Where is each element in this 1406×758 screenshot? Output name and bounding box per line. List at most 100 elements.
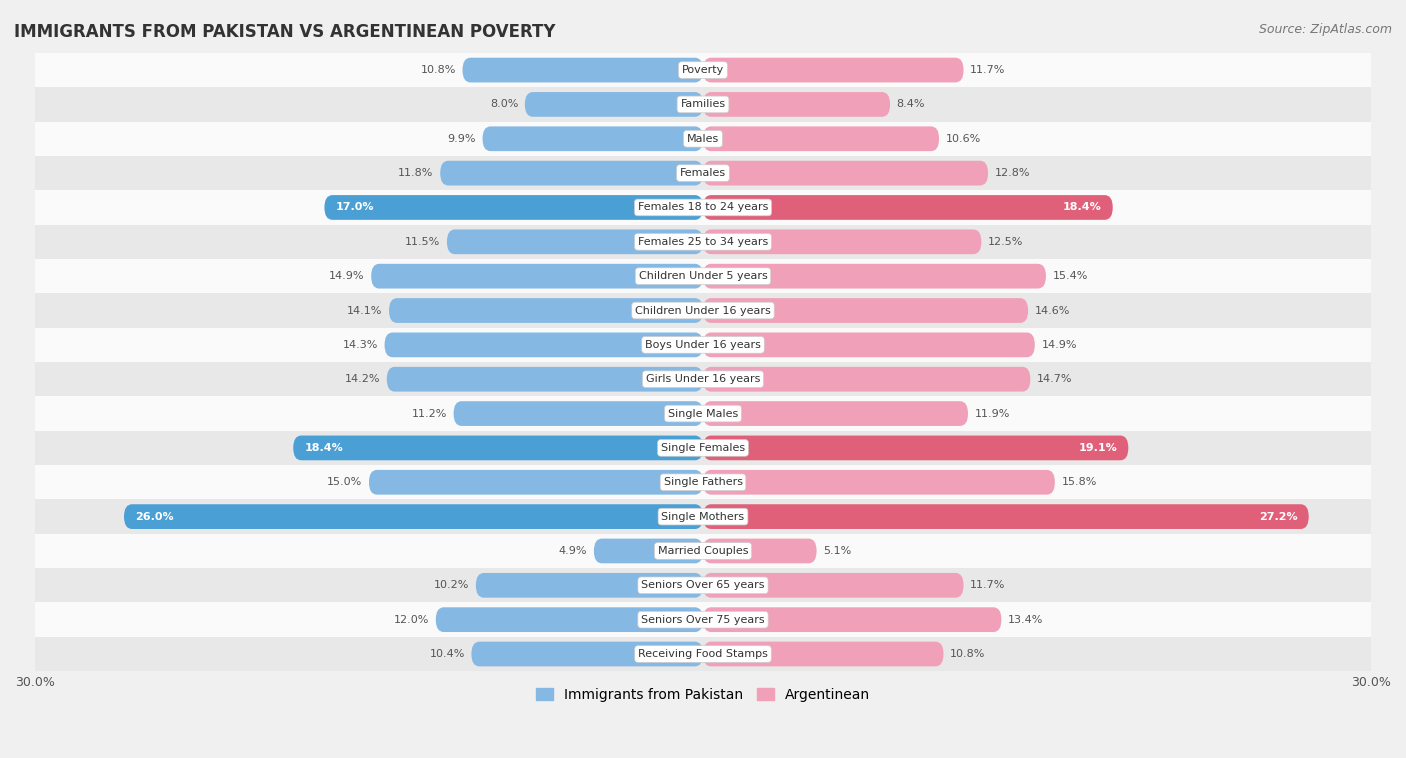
FancyBboxPatch shape (703, 298, 1028, 323)
Text: 14.2%: 14.2% (344, 374, 380, 384)
Bar (35, 190, 1371, 224)
FancyBboxPatch shape (436, 607, 703, 632)
FancyBboxPatch shape (703, 161, 988, 186)
Text: Boys Under 16 years: Boys Under 16 years (645, 340, 761, 350)
Text: 10.6%: 10.6% (946, 133, 981, 144)
FancyBboxPatch shape (294, 436, 703, 460)
FancyBboxPatch shape (389, 298, 703, 323)
FancyBboxPatch shape (703, 58, 963, 83)
Text: Females 25 to 34 years: Females 25 to 34 years (638, 236, 768, 247)
FancyBboxPatch shape (482, 127, 703, 151)
Bar (35, 293, 1371, 327)
Text: 11.7%: 11.7% (970, 65, 1005, 75)
Text: 8.4%: 8.4% (897, 99, 925, 109)
Text: 15.8%: 15.8% (1062, 478, 1097, 487)
Bar (35, 500, 1371, 534)
Text: 11.2%: 11.2% (412, 409, 447, 418)
Text: Married Couples: Married Couples (658, 546, 748, 556)
Text: 8.0%: 8.0% (489, 99, 519, 109)
Text: Seniors Over 75 years: Seniors Over 75 years (641, 615, 765, 625)
Text: 11.8%: 11.8% (398, 168, 433, 178)
Text: 15.0%: 15.0% (328, 478, 363, 487)
Text: 27.2%: 27.2% (1258, 512, 1298, 522)
FancyBboxPatch shape (524, 92, 703, 117)
FancyBboxPatch shape (703, 642, 943, 666)
Text: 18.4%: 18.4% (304, 443, 343, 453)
Text: Single Mothers: Single Mothers (661, 512, 745, 522)
Bar (35, 534, 1371, 568)
Text: Single Males: Single Males (668, 409, 738, 418)
Text: 14.3%: 14.3% (343, 340, 378, 350)
Text: 26.0%: 26.0% (135, 512, 174, 522)
Text: Males: Males (688, 133, 718, 144)
Bar (35, 224, 1371, 259)
FancyBboxPatch shape (593, 539, 703, 563)
Bar (35, 53, 1371, 87)
FancyBboxPatch shape (387, 367, 703, 392)
FancyBboxPatch shape (385, 333, 703, 357)
FancyBboxPatch shape (447, 230, 703, 254)
Text: 14.6%: 14.6% (1035, 305, 1070, 315)
FancyBboxPatch shape (475, 573, 703, 597)
FancyBboxPatch shape (703, 573, 963, 597)
Bar (35, 568, 1371, 603)
Text: 11.7%: 11.7% (970, 581, 1005, 590)
FancyBboxPatch shape (703, 504, 1309, 529)
Text: 10.8%: 10.8% (950, 649, 986, 659)
Text: Girls Under 16 years: Girls Under 16 years (645, 374, 761, 384)
Text: 14.7%: 14.7% (1038, 374, 1073, 384)
FancyBboxPatch shape (471, 642, 703, 666)
Text: 10.2%: 10.2% (434, 581, 470, 590)
FancyBboxPatch shape (371, 264, 703, 289)
Text: Females: Females (681, 168, 725, 178)
FancyBboxPatch shape (454, 401, 703, 426)
Text: 19.1%: 19.1% (1078, 443, 1118, 453)
Text: Children Under 16 years: Children Under 16 years (636, 305, 770, 315)
Text: 14.9%: 14.9% (1042, 340, 1077, 350)
Bar (35, 465, 1371, 500)
FancyBboxPatch shape (440, 161, 703, 186)
FancyBboxPatch shape (703, 230, 981, 254)
Text: Receiving Food Stamps: Receiving Food Stamps (638, 649, 768, 659)
Text: 14.9%: 14.9% (329, 271, 364, 281)
FancyBboxPatch shape (703, 436, 1129, 460)
FancyBboxPatch shape (325, 195, 703, 220)
Text: 12.8%: 12.8% (994, 168, 1031, 178)
FancyBboxPatch shape (703, 401, 967, 426)
Bar (35, 396, 1371, 431)
Text: 15.4%: 15.4% (1053, 271, 1088, 281)
Text: 11.9%: 11.9% (974, 409, 1010, 418)
Text: 11.5%: 11.5% (405, 236, 440, 247)
Text: 18.4%: 18.4% (1063, 202, 1102, 212)
Text: 14.1%: 14.1% (347, 305, 382, 315)
FancyBboxPatch shape (368, 470, 703, 495)
Text: 17.0%: 17.0% (336, 202, 374, 212)
FancyBboxPatch shape (703, 333, 1035, 357)
Bar (35, 431, 1371, 465)
FancyBboxPatch shape (463, 58, 703, 83)
Text: Children Under 5 years: Children Under 5 years (638, 271, 768, 281)
Text: 9.9%: 9.9% (447, 133, 475, 144)
Text: IMMIGRANTS FROM PAKISTAN VS ARGENTINEAN POVERTY: IMMIGRANTS FROM PAKISTAN VS ARGENTINEAN … (14, 23, 555, 41)
Text: Single Fathers: Single Fathers (664, 478, 742, 487)
Bar (35, 603, 1371, 637)
FancyBboxPatch shape (703, 127, 939, 151)
Text: Poverty: Poverty (682, 65, 724, 75)
FancyBboxPatch shape (703, 367, 1031, 392)
Text: 10.8%: 10.8% (420, 65, 456, 75)
Text: 12.0%: 12.0% (394, 615, 429, 625)
Bar (35, 637, 1371, 671)
Text: 5.1%: 5.1% (824, 546, 852, 556)
Legend: Immigrants from Pakistan, Argentinean: Immigrants from Pakistan, Argentinean (530, 682, 876, 707)
Text: 4.9%: 4.9% (558, 546, 588, 556)
Text: 10.4%: 10.4% (429, 649, 465, 659)
Bar (35, 156, 1371, 190)
FancyBboxPatch shape (703, 539, 817, 563)
Text: 13.4%: 13.4% (1008, 615, 1043, 625)
Text: Females 18 to 24 years: Females 18 to 24 years (638, 202, 768, 212)
Text: Single Females: Single Females (661, 443, 745, 453)
Text: 12.5%: 12.5% (988, 236, 1024, 247)
Bar (35, 327, 1371, 362)
Bar (35, 121, 1371, 156)
FancyBboxPatch shape (703, 607, 1001, 632)
